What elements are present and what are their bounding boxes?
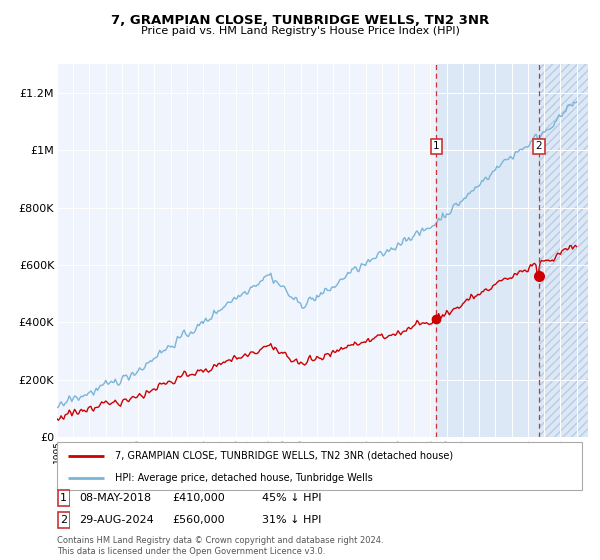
Text: 7, GRAMPIAN CLOSE, TUNBRIDGE WELLS, TN2 3NR (detached house): 7, GRAMPIAN CLOSE, TUNBRIDGE WELLS, TN2 …	[115, 451, 453, 461]
Text: 1: 1	[433, 141, 440, 151]
Text: 45% ↓ HPI: 45% ↓ HPI	[262, 493, 322, 503]
FancyBboxPatch shape	[57, 442, 582, 490]
Text: 29-AUG-2024: 29-AUG-2024	[79, 515, 154, 525]
Bar	[539, 64, 588, 437]
FancyBboxPatch shape	[58, 490, 70, 506]
Bar	[539, 64, 588, 437]
Text: 2: 2	[60, 515, 67, 525]
Text: £560,000: £560,000	[172, 515, 225, 525]
Text: £410,000: £410,000	[172, 493, 225, 503]
Text: HPI: Average price, detached house, Tunbridge Wells: HPI: Average price, detached house, Tunb…	[115, 473, 373, 483]
Text: 1: 1	[60, 493, 67, 503]
Text: 7, GRAMPIAN CLOSE, TUNBRIDGE WELLS, TN2 3NR: 7, GRAMPIAN CLOSE, TUNBRIDGE WELLS, TN2 …	[111, 14, 489, 27]
Bar	[436, 64, 539, 437]
FancyBboxPatch shape	[58, 512, 70, 528]
Text: 2: 2	[535, 141, 542, 151]
Text: Contains HM Land Registry data © Crown copyright and database right 2024.
This d: Contains HM Land Registry data © Crown c…	[57, 536, 383, 556]
Text: 31% ↓ HPI: 31% ↓ HPI	[262, 515, 322, 525]
Text: Price paid vs. HM Land Registry's House Price Index (HPI): Price paid vs. HM Land Registry's House …	[140, 26, 460, 36]
Text: 08-MAY-2018: 08-MAY-2018	[79, 493, 151, 503]
